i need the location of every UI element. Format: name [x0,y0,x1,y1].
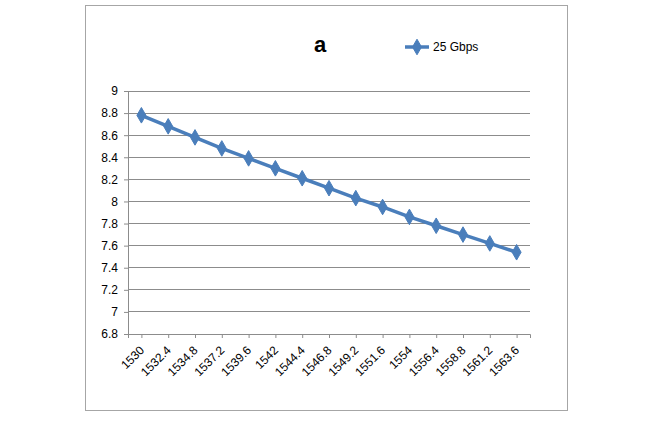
plot-area [137,108,521,261]
x-tick-mark [302,334,303,338]
x-tick-mark [517,334,518,338]
x-tick-mark [463,334,464,338]
y-tick-label: 7.8 [101,217,118,231]
grid-line [128,289,530,290]
y-tick: 8.8 [101,106,128,120]
y-tick-label: 7.2 [101,283,118,297]
y-tick: 7.6 [101,239,128,253]
x-tick-mark [329,334,330,338]
y-tick-mark [124,224,128,225]
y-tick: 8 [111,195,128,209]
y-tick: 7.2 [101,283,128,297]
x-tick-mark [249,334,250,338]
x-tick-mark [222,334,223,338]
y-tick-mark [124,334,128,335]
y-tick-mark [124,246,128,247]
y-tick-mark [124,91,128,92]
y-tick-label: 7 [111,305,118,319]
grid-line [128,157,530,158]
x-axis: 15301532.41534.81537.21539.615421544.415… [118,334,530,379]
y-tick-mark [124,157,128,158]
y-tick-label: 7.4 [101,261,118,275]
data-point [459,227,468,243]
grid-line [128,311,530,312]
y-tick: 8.6 [101,129,128,143]
grid-line [128,91,530,92]
grid-line [128,223,530,224]
data-point [378,199,387,215]
y-tick-label: 6.8 [101,327,118,341]
legend: 25 Gbps [405,39,478,55]
x-tick: 1563.6 [486,334,522,379]
x-tick: 1551.6 [352,334,388,379]
y-tick-label: 9 [111,84,118,98]
y-tick-mark [124,201,128,202]
y-tick-label: 8.6 [101,129,118,143]
x-tick-mark [409,334,410,338]
y-tick-label: 7.6 [101,239,118,253]
data-line [141,115,516,252]
y-axis-line [124,92,129,335]
y-tick: 8.2 [101,173,128,187]
chart-title: a [314,32,327,57]
x-axis-line [129,335,531,339]
x-tick-mark [490,334,491,338]
y-tick: 9 [111,84,128,98]
x-tick-mark [195,334,196,338]
y-tick-mark [124,135,128,136]
chart-frame [86,6,568,411]
y-tick-label: 8.2 [101,173,118,187]
data-point [298,170,307,186]
x-tick-mark [168,334,169,338]
y-tick: 6.8 [101,327,128,341]
data-point [432,218,441,234]
legend-label: 25 Gbps [433,40,478,54]
y-tick-mark [124,179,128,180]
y-tick-label: 8.8 [101,106,118,120]
y-tick-label: 8 [111,195,118,209]
data-point [244,151,253,167]
x-tick-mark [356,334,357,338]
x-tick-mark [383,334,384,338]
y-tick-mark [124,268,128,269]
data-point [485,236,494,252]
x-tick-label: 1539.6 [218,343,254,379]
data-point [325,180,334,196]
y-tick-label: 8.4 [101,151,118,165]
x-tick: 1539.6 [218,334,254,379]
y-tick-mark [124,113,128,114]
y-tick: 8.4 [101,151,128,165]
x-tick-mark [436,334,437,338]
grid [128,91,530,334]
data-point [164,119,173,135]
y-tick-mark [124,312,128,313]
y-axis: 6.8 7 7.2 7.4 7.6 7.8 8 8.2 8.4 8.6 8.8 9 [101,84,128,341]
data-point [137,108,146,124]
y-tick-mark [124,290,128,291]
grid-line [128,267,530,268]
data-point [271,161,280,177]
y-tick: 7 [111,305,128,319]
grid-line [128,245,530,246]
y-tick: 7.8 [101,217,128,231]
data-point [512,244,521,260]
data-point [191,130,200,146]
grid-line [128,113,530,114]
chart: 6.8 7 7.2 7.4 7.6 7.8 8 8.2 8.4 8.6 8.8 9 15301532.4… [0,0,655,427]
x-tick-label: 1563.6 [486,343,522,379]
data-point [405,209,414,225]
x-tick-mark [275,334,276,338]
y-tick: 7.4 [101,261,128,275]
legend-marker [413,39,422,55]
x-tick-mark [141,334,142,338]
grid-line [128,201,530,202]
data-point [351,190,360,206]
data-point [217,141,226,157]
x-tick-label: 1551.6 [352,343,388,379]
